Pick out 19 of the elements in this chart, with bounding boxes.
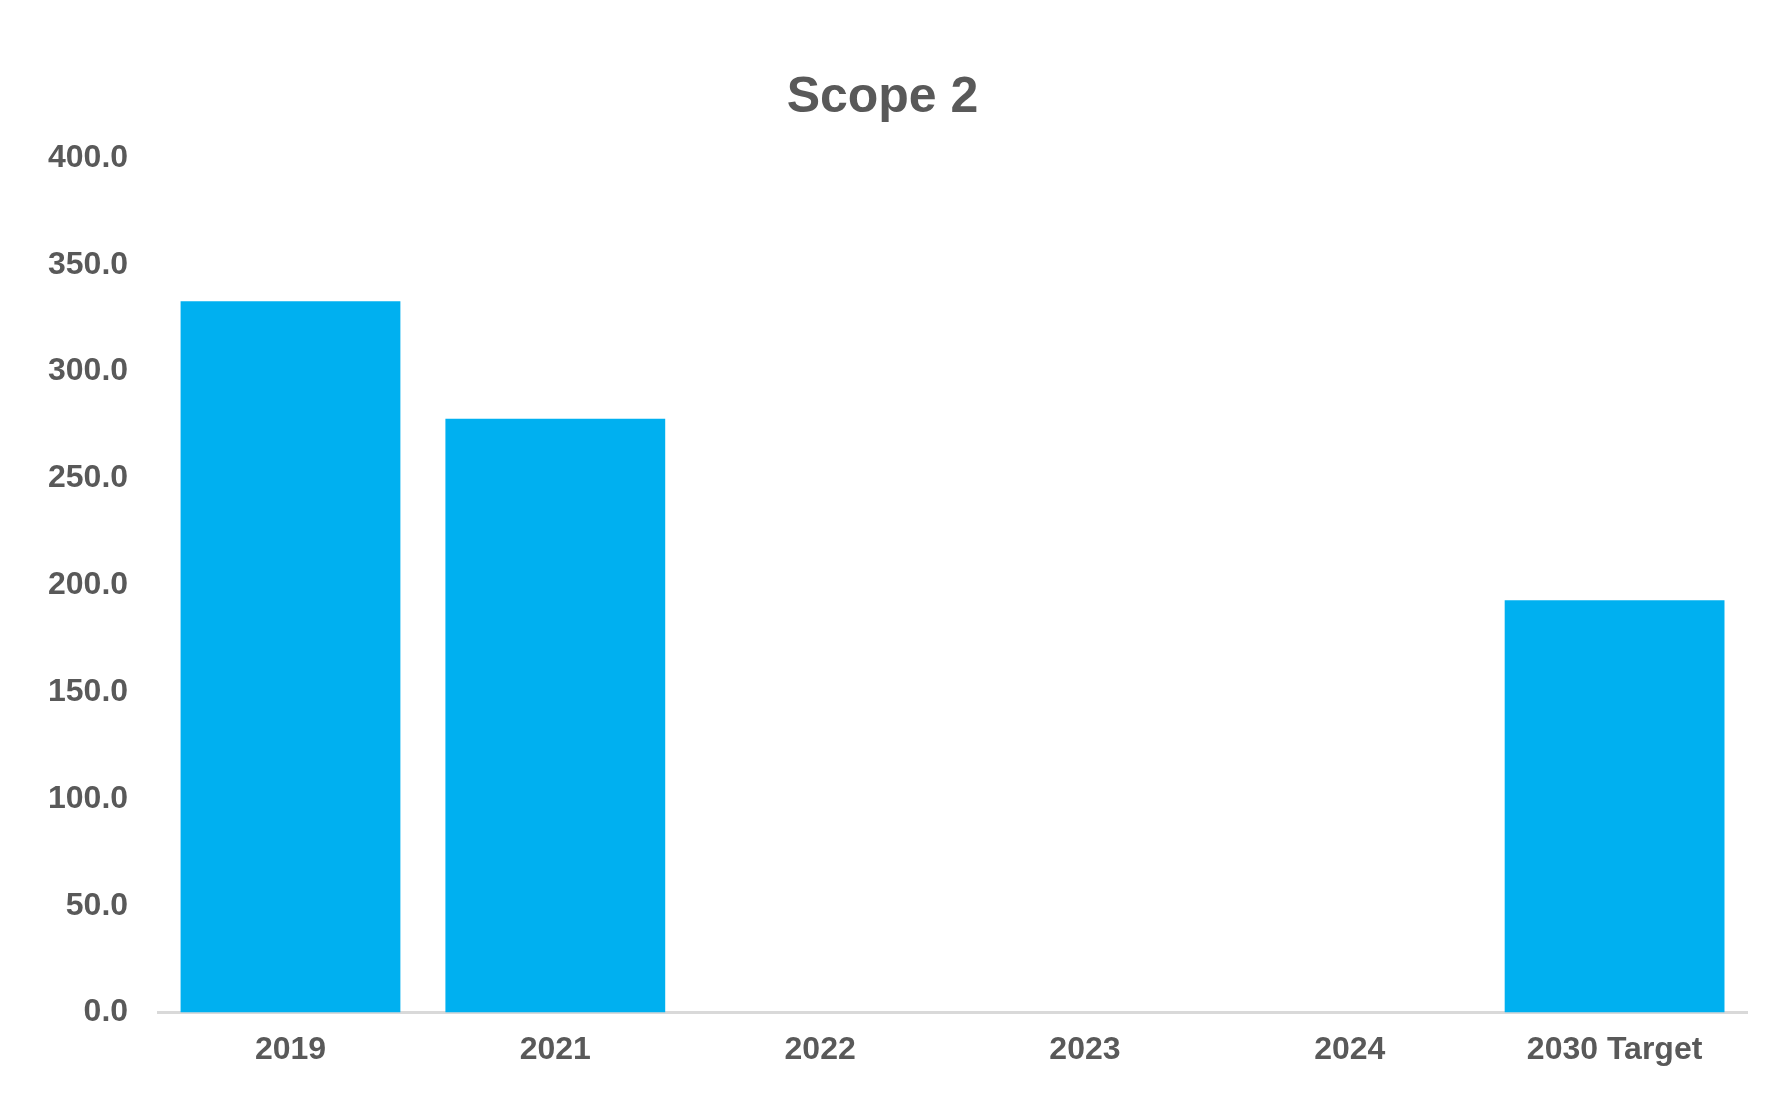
y-tick-label: 250.0 — [48, 458, 129, 495]
y-tick-label: 400.0 — [48, 137, 129, 174]
y-tick-label: 350.0 — [48, 244, 129, 281]
y-tick-label: 100.0 — [48, 778, 129, 815]
x-tick-label: 2022 — [784, 1029, 856, 1066]
y-tick-label: 50.0 — [65, 885, 129, 922]
x-tick-label: 2030 Target — [1526, 1029, 1703, 1066]
y-tick-label: 200.0 — [48, 565, 129, 602]
bar — [445, 418, 666, 1013]
bar — [1504, 600, 1725, 1013]
x-tick-label: 2023 — [1049, 1029, 1121, 1066]
x-tick-label: 2019 — [254, 1029, 327, 1066]
x-tick-label: 2021 — [519, 1029, 591, 1066]
y-tick-label: 300.0 — [48, 351, 129, 388]
chart-title: Scope 2 — [786, 66, 979, 123]
y-tick-label: 0.0 — [83, 992, 129, 1029]
y-tick-label: 150.0 — [48, 671, 129, 708]
x-tick-label: 2024 — [1314, 1029, 1386, 1066]
bar — [180, 301, 401, 1013]
